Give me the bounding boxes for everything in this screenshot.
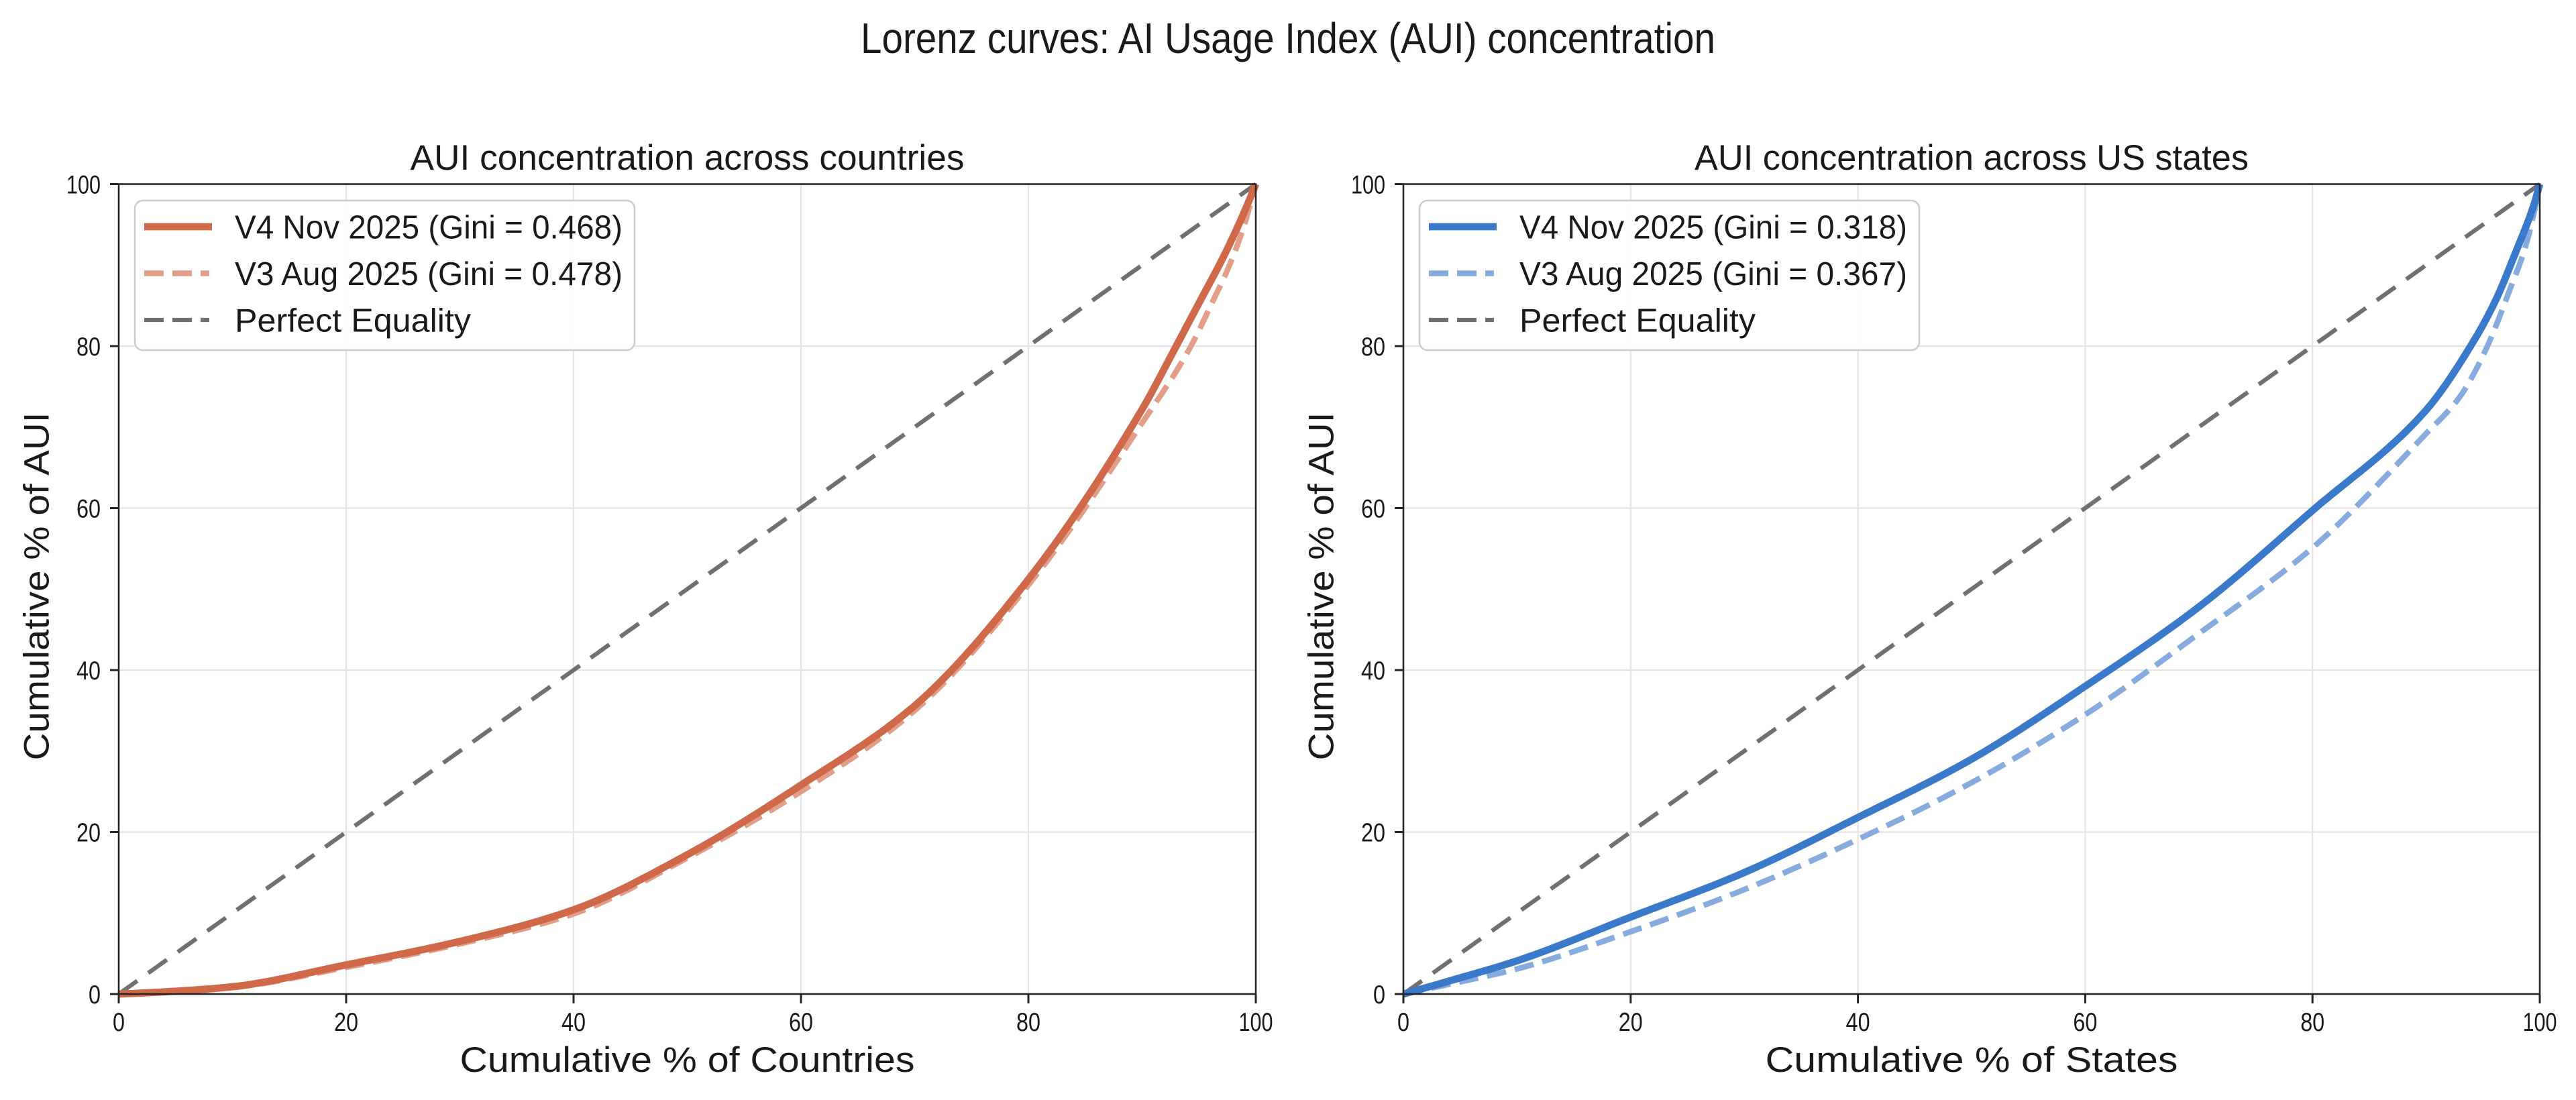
svg-text:60: 60 (76, 495, 101, 524)
svg-text:V3 Aug 2025 (Gini = 0.367): V3 Aug 2025 (Gini = 0.367) (1519, 256, 1907, 292)
svg-text:60: 60 (2073, 1008, 2097, 1037)
svg-text:40: 40 (1846, 1008, 1870, 1037)
svg-text:Cumulative % of States: Cumulative % of States (1766, 1040, 2178, 1080)
svg-text:100: 100 (1239, 1008, 1273, 1037)
svg-text:80: 80 (1361, 333, 1385, 362)
svg-text:0: 0 (1397, 1008, 1409, 1037)
svg-text:AUI concentration across US st: AUI concentration across US states (1695, 138, 2249, 178)
svg-text:60: 60 (1361, 495, 1385, 524)
svg-text:40: 40 (76, 657, 101, 685)
svg-text:0: 0 (89, 981, 101, 1009)
svg-text:100: 100 (66, 171, 101, 200)
svg-text:Perfect Equality: Perfect Equality (1519, 303, 1756, 339)
svg-text:100: 100 (1351, 171, 1385, 200)
svg-text:0: 0 (113, 1008, 125, 1037)
svg-text:Lorenz curves: AI Usage Index: Lorenz curves: AI Usage Index (AUI) conc… (861, 14, 1715, 62)
svg-text:Cumulative % of AUI: Cumulative % of AUI (1302, 412, 1342, 761)
svg-text:AUI concentration across count: AUI concentration across countries (411, 138, 965, 178)
svg-text:80: 80 (2300, 1008, 2324, 1037)
svg-text:20: 20 (1361, 819, 1385, 848)
svg-text:Cumulative % of AUI: Cumulative % of AUI (17, 412, 57, 761)
svg-text:Cumulative % of Countries: Cumulative % of Countries (460, 1040, 915, 1080)
svg-text:0: 0 (1373, 981, 1385, 1009)
svg-text:20: 20 (76, 819, 101, 848)
svg-text:80: 80 (1016, 1008, 1040, 1037)
svg-text:80: 80 (76, 333, 101, 362)
svg-text:Perfect Equality: Perfect Equality (235, 303, 472, 339)
svg-text:60: 60 (789, 1008, 813, 1037)
svg-text:20: 20 (1619, 1008, 1643, 1037)
svg-text:40: 40 (1361, 657, 1385, 685)
svg-text:V3 Aug 2025 (Gini = 0.478): V3 Aug 2025 (Gini = 0.478) (235, 256, 623, 292)
svg-text:V4 Nov 2025 (Gini = 0.318): V4 Nov 2025 (Gini = 0.318) (1519, 210, 1907, 246)
svg-text:40: 40 (561, 1008, 586, 1037)
svg-text:V4 Nov 2025 (Gini = 0.468): V4 Nov 2025 (Gini = 0.468) (235, 210, 623, 246)
svg-text:20: 20 (334, 1008, 358, 1037)
svg-text:100: 100 (2523, 1008, 2557, 1037)
